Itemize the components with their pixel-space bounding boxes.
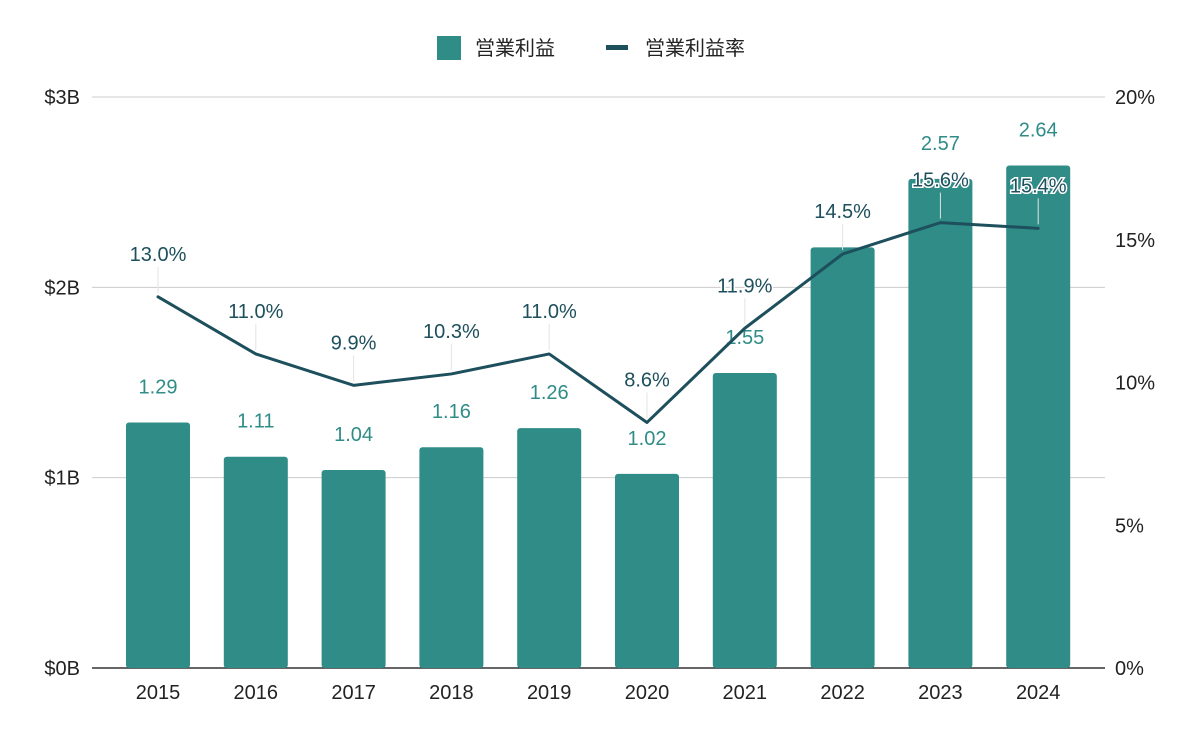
y-right-tick-label: 20% xyxy=(1115,87,1155,109)
x-tick-label: 2023 xyxy=(918,682,963,704)
y-left-tick-label: $3B xyxy=(44,87,80,109)
bar xyxy=(223,456,288,668)
line-data-label: 11.9% xyxy=(717,275,772,297)
x-tick-label: 2019 xyxy=(527,682,572,704)
y-right-tick-label: 0% xyxy=(1115,658,1144,680)
legend-line-label: 営業利益率 xyxy=(645,36,745,60)
legend-bar-label: 営業利益 xyxy=(475,36,555,60)
bar xyxy=(712,372,777,668)
y-right-tick-label: 15% xyxy=(1115,230,1155,252)
line-data-label: 10.3% xyxy=(423,321,480,343)
bar-data-label: 2.57 xyxy=(921,133,960,155)
bar xyxy=(419,447,484,668)
line-data-label: 15.4% xyxy=(1010,175,1067,197)
x-tick-label: 2022 xyxy=(820,682,865,704)
line-series xyxy=(156,221,1040,424)
bar-data-label: 1.16 xyxy=(432,401,471,423)
bar-data-label: 1.11 xyxy=(237,411,274,433)
y-left-tick-label: $2B xyxy=(44,277,80,299)
line-data-label: 8.6% xyxy=(624,369,670,391)
x-tick-label: 2017 xyxy=(331,682,376,704)
line-data-label: 11.0% xyxy=(228,301,283,323)
x-tick-label: 2021 xyxy=(723,682,768,704)
x-tick-label: 2024 xyxy=(1016,682,1061,704)
bar-data-label: 1.55 xyxy=(725,327,764,349)
legend: 営業利益 営業利益率 xyxy=(437,36,745,60)
bar xyxy=(615,473,679,668)
line-data-label: 14.5% xyxy=(814,201,871,223)
line-data-label: 15.6% xyxy=(912,170,969,192)
legend-bar-swatch xyxy=(437,36,461,60)
line-data-label: 11.0% xyxy=(522,301,577,323)
line-data-labels: 13.0% 11.0% 9.9% 10.3% 11.0% 8.6% 11.9% 14.5% 15… xyxy=(128,168,1068,419)
bar-data-labels: 1.29 1.11 1.04 1.16 1.26 1.02 1.55 2.57 2.64 xyxy=(139,120,1058,450)
bar xyxy=(517,428,582,668)
y-right-tick-label: 10% xyxy=(1115,373,1155,395)
x-tick-label: 2018 xyxy=(429,682,474,704)
bar-data-label: 1.26 xyxy=(530,382,569,404)
y-left-tick-label: $1B xyxy=(44,468,80,490)
legend-line-swatch xyxy=(606,45,628,50)
bar-data-label: 1.29 xyxy=(139,376,178,398)
x-tick-label: 2016 xyxy=(234,682,279,704)
line-data-label: 13.0% xyxy=(130,244,187,266)
bar xyxy=(810,247,875,668)
y-left-tick-label: $0B xyxy=(44,658,80,680)
x-tick-label: 2020 xyxy=(625,682,670,704)
bar xyxy=(1006,165,1071,668)
y-right-tick-label: 5% xyxy=(1115,515,1144,537)
bar-series xyxy=(126,165,1071,669)
margin-line xyxy=(156,221,1040,424)
bar-data-label: 1.04 xyxy=(334,424,373,446)
x-tick-label: 2015 xyxy=(136,682,181,704)
bar xyxy=(321,470,386,668)
bar-data-label: 2.64 xyxy=(1019,120,1058,142)
line-data-label: 9.9% xyxy=(331,332,377,354)
bar-data-label: 1.02 xyxy=(628,428,667,450)
bar xyxy=(126,422,190,668)
bar xyxy=(908,178,973,669)
axes: $0B $1B $2B $3B 0% 5% 10% 15% 20% 2015 2016 2017 201… xyxy=(44,87,1155,704)
